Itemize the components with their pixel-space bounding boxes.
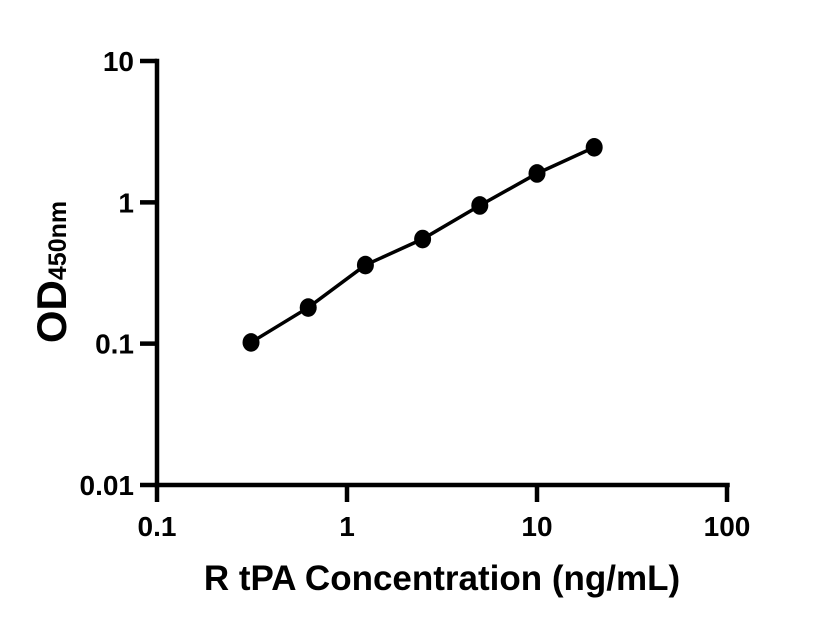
y-tick-label: 1 xyxy=(118,187,134,218)
x-tick-label: 10 xyxy=(521,511,552,542)
data-point-marker xyxy=(528,164,546,183)
data-point-marker xyxy=(299,298,317,317)
data-point-marker xyxy=(356,255,374,275)
data-point-marker xyxy=(414,229,432,249)
y-tick-label: 0.01 xyxy=(80,470,135,501)
x-tick-label: 100 xyxy=(704,511,751,542)
y-axis-label-sub: 450nm xyxy=(44,200,72,281)
y-tick-label: 10 xyxy=(103,46,134,77)
y-axis-label-main: OD xyxy=(28,280,75,344)
data-point-marker xyxy=(585,138,603,157)
x-tick-label: 0.1 xyxy=(138,511,177,542)
data-point-marker xyxy=(471,196,489,215)
y-tick-label: 0.1 xyxy=(95,329,134,360)
data-point-marker xyxy=(242,333,260,352)
x-axis-label: R tPA Concentration (ng/mL) xyxy=(203,559,681,598)
y-axis-label: OD450nm xyxy=(28,200,75,344)
x-tick-label: 1 xyxy=(339,511,355,542)
